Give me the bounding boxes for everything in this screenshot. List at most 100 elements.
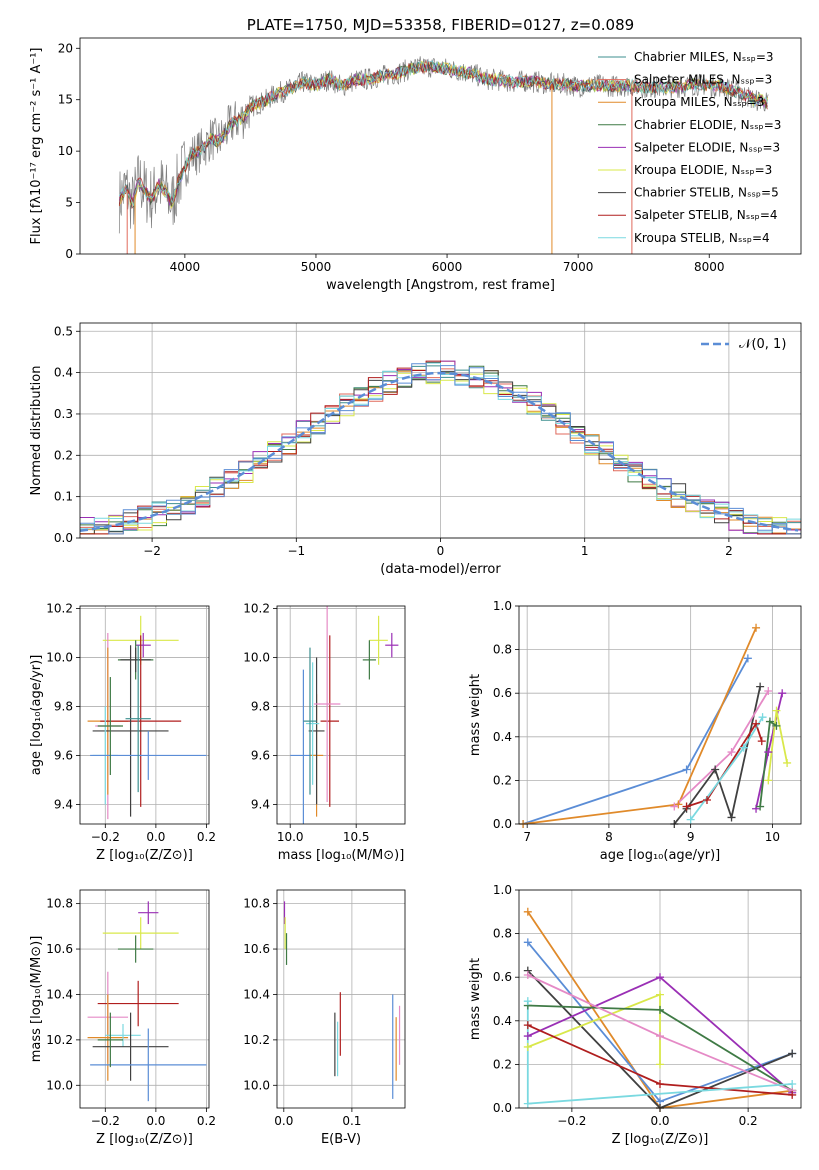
y-axis-label: Normed distribution [29, 366, 44, 496]
legend-label: Chabrier STELIB, Nₛₛₚ=5 [634, 186, 779, 200]
plot-area [80, 360, 801, 535]
axes-frame [518, 605, 802, 825]
weight-marker [670, 802, 679, 811]
y-tick-label: 1.0 [493, 599, 512, 613]
axes-background [519, 606, 801, 824]
weight-marker [523, 1021, 532, 1030]
y-tick-label: 10.2 [46, 601, 73, 615]
x-tick-label: 0.2 [197, 1114, 216, 1128]
y-tick-label: 0.2 [54, 448, 73, 462]
y-tick-label: 0 [65, 247, 73, 261]
legend-label: Chabrier ELODIE, Nₛₛₚ=3 [634, 118, 781, 132]
y-tick-label: 9.6 [251, 748, 270, 762]
weight-marker [523, 1032, 532, 1041]
weight-marker [756, 682, 765, 691]
y-tick-label: 0.0 [493, 1101, 512, 1115]
axes-frame [79, 889, 210, 1109]
weight-marker [788, 1049, 797, 1058]
x-tick-label: 7 [523, 830, 531, 844]
x-tick-label: 10.0 [277, 830, 304, 844]
y-tick-label: 10.8 [46, 897, 73, 911]
x-tick-label: 8000 [694, 260, 725, 274]
x-tick-label: 0.0 [146, 1114, 165, 1128]
x-tick-label: 5000 [301, 260, 332, 274]
y-tick-label: 0.2 [493, 773, 512, 787]
y-tick-label: 0.8 [493, 927, 512, 941]
axes-frame [79, 322, 802, 539]
x-tick-label: 9 [687, 830, 695, 844]
x-tick-label: 6000 [432, 260, 463, 274]
legend-label: Kroupa MILES, Nₛₛₚ=3 [634, 95, 764, 109]
axes-frame [276, 889, 406, 1109]
axes-background [277, 890, 405, 1108]
x-tick-label: 10.5 [343, 830, 370, 844]
y-tick-label: 10.2 [243, 601, 270, 615]
panel-weight_vs_age: 7 8 9 10 0.0 0.2 0.4 0.6 0.8 1.0 age [log₁₀(age/yr… [468, 599, 802, 863]
x-axis-label: E(B-V) [321, 1132, 361, 1147]
model-spectrum-line [118, 59, 768, 207]
x-tick-label: −0.2 [557, 1114, 586, 1128]
weight-marker [756, 802, 765, 811]
y-tick-label: 9.8 [251, 699, 270, 713]
weight-marker [788, 1090, 797, 1099]
weight-marker [727, 813, 736, 822]
axes-frame [518, 889, 802, 1109]
y-tick-label: 9.6 [54, 748, 73, 762]
panel-age_vs_mass: 10.0 10.5 9.4 9.6 9.8 10.0 10.2 mass [log₁₀(M/M… [243, 601, 406, 863]
x-tick-label: 7000 [563, 260, 594, 274]
y-tick-label: 5 [65, 196, 73, 210]
y-tick-label: 0.6 [493, 970, 512, 984]
x-tick-label: 8 [605, 830, 613, 844]
x-tick-label: 0 [437, 544, 445, 558]
weight-marker [703, 796, 711, 805]
y-tick-label: 10.6 [46, 942, 73, 956]
x-axis-label: Z [log₁₀(Z/Z⊙)] [96, 848, 193, 863]
panel-weight_vs_Z: −0.2 0.0 0.2 0.0 0.2 0.4 0.6 0.8 1.0 Z [log₁₀(Z/Z… [468, 883, 802, 1147]
axes-frame [276, 605, 406, 825]
plot-area [283, 901, 401, 1099]
weight-marker [523, 971, 532, 980]
weight-marker [727, 748, 736, 757]
weight-marker [686, 815, 695, 824]
axes-background [277, 606, 405, 824]
y-tick-label: 10.2 [46, 1033, 73, 1047]
panel-age_vs_Z: −0.2 0.0 0.2 9.4 9.6 9.8 10.0 10.2 Z [log₁₀(Z/Z⊙… [29, 601, 216, 863]
y-tick-label: 0.4 [54, 366, 73, 380]
weight-marker [764, 748, 773, 757]
y-tick-label: 10.2 [243, 1033, 270, 1047]
x-axis-label: mass [log₁₀(M/M⊙)] [278, 848, 405, 863]
model-spectrum-line [118, 59, 768, 206]
y-axis-label: mass weight [468, 958, 483, 1040]
x-tick-label: 0.0 [650, 1114, 669, 1128]
y-tick-label: 15 [58, 93, 73, 107]
weight-marker [523, 997, 532, 1006]
axes-background [80, 890, 209, 1108]
weight-marker [656, 1080, 664, 1089]
weight-line [686, 721, 763, 808]
y-tick-label: 10.0 [46, 1078, 73, 1092]
weight-marker [711, 765, 720, 774]
weight-marker [523, 907, 532, 916]
weight-marker [523, 938, 532, 947]
y-tick-label: 10.4 [46, 987, 73, 1001]
panel-mass_vs_Z: −0.2 0.0 0.2 10.0 10.2 10.4 10.6 10.8 Z [log₁₀(Z… [29, 889, 216, 1147]
y-tick-label: 0.0 [54, 531, 73, 545]
axes-frame [79, 37, 802, 255]
weight-marker [656, 1032, 664, 1041]
x-tick-label: 10 [765, 830, 780, 844]
y-tick-label: 0.6 [493, 686, 512, 700]
chart-title: PLATE=1750, MJD=53358, FIBERID=0127, z=0… [247, 16, 634, 34]
plot-area [87, 901, 207, 1102]
x-tick-label: −0.2 [91, 830, 120, 844]
weight-marker [523, 1042, 532, 1051]
x-axis-label: age [log₁₀(age/yr)] [600, 848, 721, 863]
weight-marker [788, 1080, 797, 1089]
weight-marker [772, 721, 781, 730]
weight-marker [757, 737, 766, 746]
y-axis-label: mass weight [468, 674, 483, 756]
y-tick-label: 0.0 [493, 817, 512, 831]
y-tick-label: 9.8 [54, 699, 73, 713]
legend-label: 𝒩(0, 1) [739, 337, 786, 352]
x-tick-label: −1 [287, 544, 305, 558]
y-tick-label: 10.0 [243, 1078, 270, 1092]
